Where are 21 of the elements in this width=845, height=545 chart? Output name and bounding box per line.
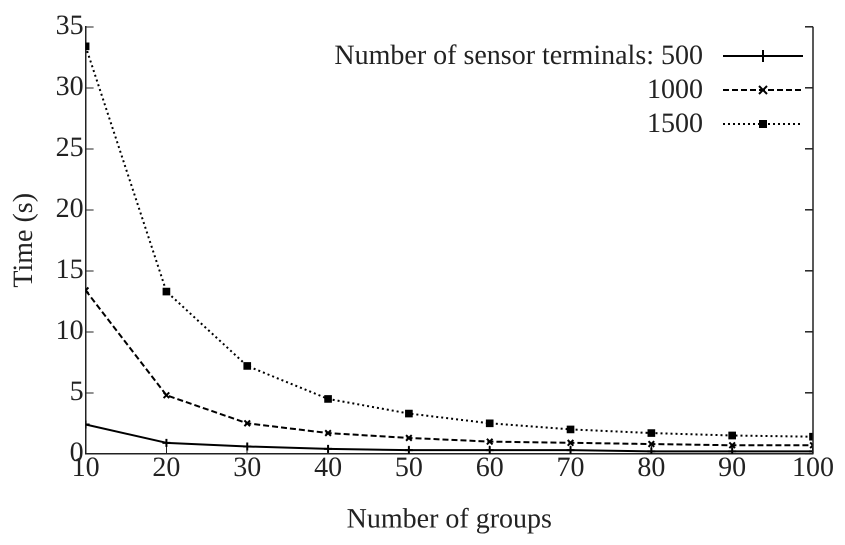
- y-tick-label: 15: [56, 254, 84, 286]
- x-axis-title: Number of groups: [346, 504, 552, 535]
- y-axis-title: Time (s): [8, 192, 40, 288]
- y-tick-label: 25: [56, 132, 84, 164]
- text: Number of sensor terminals: 500: [334, 40, 703, 71]
- x-tick-label: 70: [556, 452, 585, 483]
- x-tick-label: 90: [718, 452, 746, 483]
- legend-label: 1500: [647, 106, 703, 141]
- x-tick-label: 40: [314, 452, 342, 483]
- x-tick-label: 80: [637, 452, 666, 483]
- y-tick-label: 5: [70, 376, 84, 408]
- y-tick-label: 35: [56, 10, 84, 42]
- x-tick-label: 30: [233, 452, 262, 483]
- legend-label: 1000: [647, 72, 703, 107]
- y-tick-label: 10: [56, 315, 84, 346]
- x-tick-label: 100: [792, 452, 834, 483]
- x-tick-label: 60: [476, 452, 504, 483]
- y-tick-label: 20: [56, 193, 84, 224]
- x-tick-label: 50: [394, 452, 423, 483]
- x-tick-label: 20: [152, 452, 180, 483]
- y-tick-label: 30: [56, 71, 84, 102]
